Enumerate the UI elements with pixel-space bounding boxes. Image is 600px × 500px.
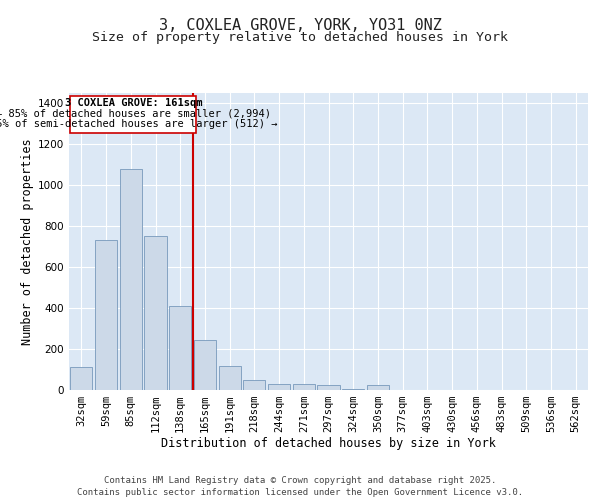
Text: 3, COXLEA GROVE, YORK, YO31 0NZ: 3, COXLEA GROVE, YORK, YO31 0NZ xyxy=(158,18,442,32)
Bar xyxy=(243,380,265,390)
Bar xyxy=(342,389,364,390)
Bar xyxy=(70,368,92,390)
Bar xyxy=(194,340,216,390)
Bar xyxy=(293,384,315,390)
Text: Contains HM Land Registry data © Crown copyright and database right 2025.: Contains HM Land Registry data © Crown c… xyxy=(104,476,496,485)
Text: 15% of semi-detached houses are larger (512) →: 15% of semi-detached houses are larger (… xyxy=(0,119,277,129)
Text: Size of property relative to detached houses in York: Size of property relative to detached ho… xyxy=(92,32,508,44)
Bar xyxy=(268,384,290,390)
FancyBboxPatch shape xyxy=(70,96,196,132)
Bar xyxy=(367,385,389,390)
Bar xyxy=(119,170,142,390)
Text: ← 85% of detached houses are smaller (2,994): ← 85% of detached houses are smaller (2,… xyxy=(0,109,271,119)
Bar xyxy=(317,385,340,390)
Text: 3 COXLEA GROVE: 161sqm: 3 COXLEA GROVE: 161sqm xyxy=(65,98,202,108)
Text: Contains public sector information licensed under the Open Government Licence v3: Contains public sector information licen… xyxy=(77,488,523,497)
Bar xyxy=(218,366,241,390)
Y-axis label: Number of detached properties: Number of detached properties xyxy=(21,138,34,344)
Bar xyxy=(95,240,117,390)
Bar xyxy=(169,306,191,390)
Bar xyxy=(145,236,167,390)
X-axis label: Distribution of detached houses by size in York: Distribution of detached houses by size … xyxy=(161,436,496,450)
